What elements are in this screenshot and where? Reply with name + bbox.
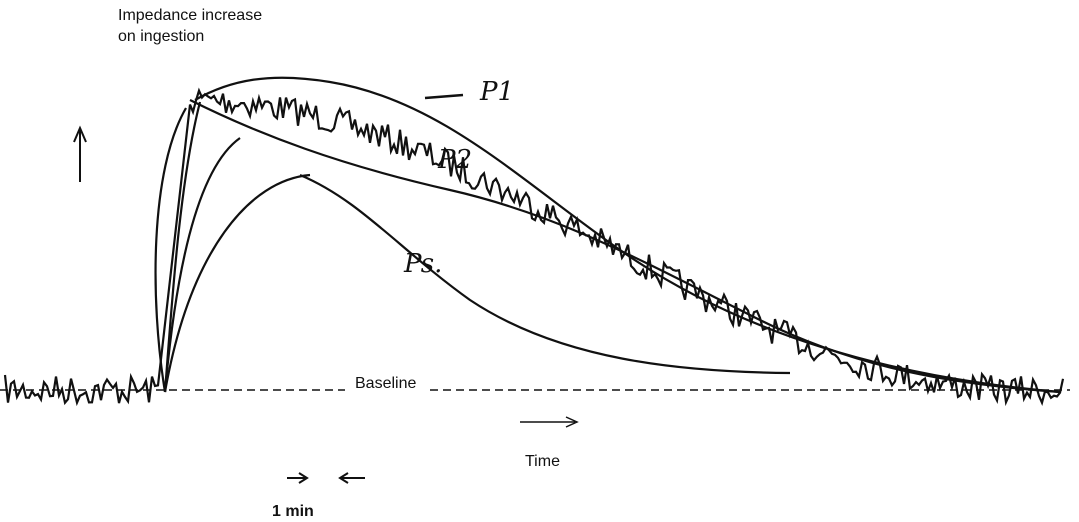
rise-curve bbox=[165, 175, 310, 392]
up-arrow bbox=[74, 128, 86, 182]
curve-label: P1 bbox=[479, 77, 514, 107]
curve-p1 bbox=[195, 78, 1060, 392]
rise-curve bbox=[156, 108, 186, 392]
time-label: Time bbox=[525, 453, 560, 470]
scale-label: 1 min bbox=[272, 503, 314, 520]
noisy-trace bbox=[5, 91, 1063, 403]
axis-label-line: Impedance increase bbox=[118, 7, 262, 24]
curve-label: P2 bbox=[437, 145, 472, 175]
curve-label: Ps. bbox=[403, 249, 442, 279]
figure: Impedance increase on ingestion Baseline… bbox=[0, 0, 1079, 522]
curve-ps bbox=[300, 175, 790, 373]
baseline-label: Baseline bbox=[355, 375, 416, 392]
curve-p2 bbox=[190, 100, 1060, 392]
p1-pointer bbox=[425, 95, 463, 98]
scale-arrows bbox=[287, 473, 365, 483]
time-arrow bbox=[520, 417, 577, 427]
axis-label-line: on ingestion bbox=[118, 28, 204, 45]
